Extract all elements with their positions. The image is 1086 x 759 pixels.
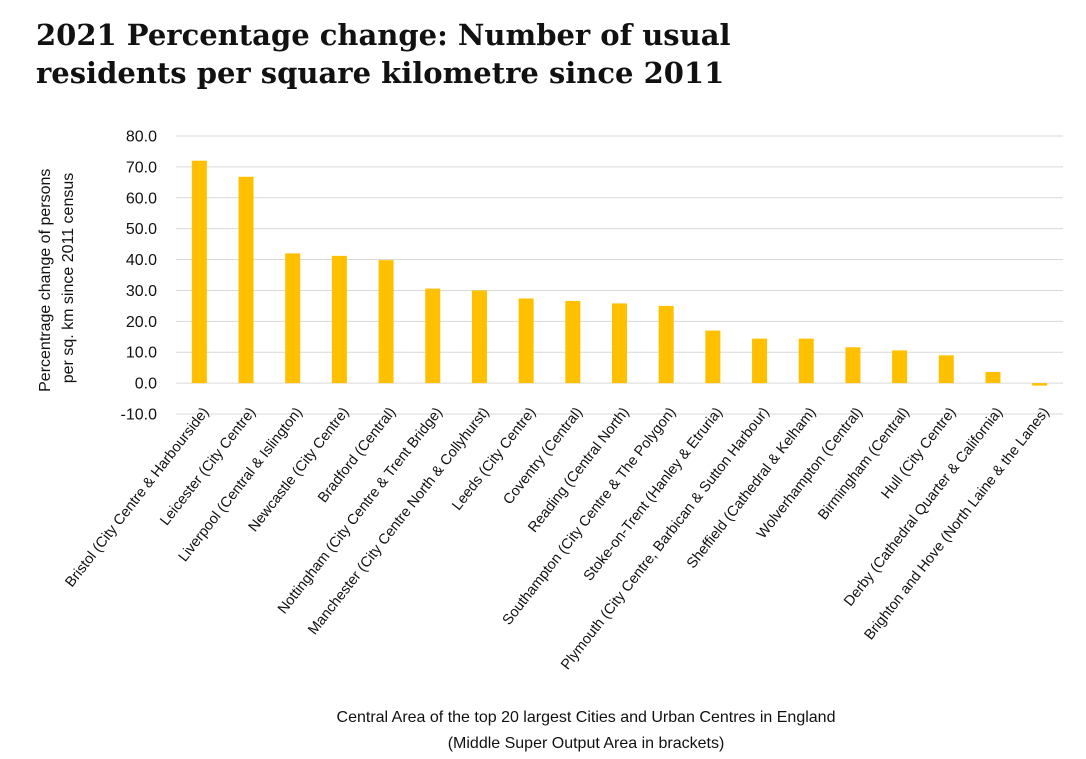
x-category-label: Leeds (City Centre): [449, 405, 539, 514]
y-axis-title: Percentrage change of persons per sq. km…: [37, 164, 77, 392]
y-tick-label: 0.0: [135, 376, 157, 393]
bar: [985, 371, 1001, 384]
y-axis-tick-labels: 80.0 70.0 60.0 50.0 40.0 30.0 20.0 10.0 0.0 -10.0: [121, 129, 158, 424]
y-axis-title-line-2: per sq. km since 2011 census: [60, 173, 77, 383]
y-tick-label: 30.0: [126, 283, 157, 300]
chart-title: 2021 Percentage change: Number of usual …: [36, 16, 796, 92]
y-tick-label: 70.0: [126, 159, 157, 176]
y-tick-label: 60.0: [126, 190, 157, 207]
bar: [705, 330, 721, 384]
x-axis-title-line-1: Central Area of the top 20 largest Citie…: [337, 709, 836, 726]
bar: [938, 355, 954, 384]
x-axis-category-labels: Bristol (City Centre & Harbourside)Leice…: [62, 405, 1052, 673]
x-axis-title-line-2: (Middle Super Output Area in brackets): [448, 735, 725, 752]
bar: [1032, 383, 1048, 386]
y-tick-label: 50.0: [126, 221, 157, 238]
y-axis-title-line-1: Percentrage change of persons: [37, 169, 54, 392]
bar: [425, 288, 441, 384]
y-tick-label: 20.0: [126, 314, 157, 331]
x-category-label: Coventry (Central): [500, 405, 586, 508]
bars: [191, 160, 1048, 386]
chart-title-line-1: 2021 Percentage change: Number of usual: [36, 18, 731, 52]
bar: [565, 300, 581, 384]
y-tick-label: -10.0: [121, 407, 158, 424]
bar: [892, 350, 908, 384]
bar: [612, 303, 627, 384]
bar: [238, 176, 254, 384]
bar: [845, 347, 861, 384]
y-tick-label: 80.0: [126, 129, 157, 146]
bar: [471, 290, 487, 384]
bar: [752, 338, 768, 384]
x-category-label: Manchester (City Centre North & Collyhur…: [305, 405, 492, 638]
bar: [331, 255, 347, 384]
bar: [378, 260, 394, 384]
bar: [191, 160, 207, 384]
x-category-label: Nottingham (City Centre & Trent Bridge): [275, 405, 446, 617]
chart-title-line-2: residents per square kilometre since 201…: [36, 56, 725, 90]
bar: [658, 305, 674, 384]
y-tick-label: 40.0: [126, 252, 157, 269]
bar: [798, 338, 814, 384]
bar: [518, 298, 534, 384]
x-category-label: Southampton (City Centre & The Polygon): [500, 405, 680, 629]
y-tick-label: 10.0: [126, 345, 157, 362]
bar: [285, 253, 301, 384]
x-category-label: Birmingham (Central): [815, 405, 912, 523]
